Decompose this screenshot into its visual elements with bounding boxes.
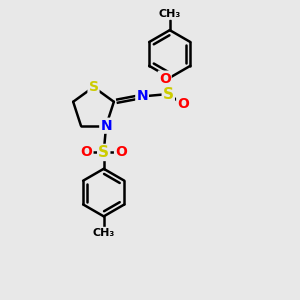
Text: O: O xyxy=(159,72,171,86)
Text: O: O xyxy=(177,98,189,112)
Text: N: N xyxy=(100,119,112,133)
Text: S: S xyxy=(88,80,98,94)
Text: CH₃: CH₃ xyxy=(159,9,181,19)
Text: S: S xyxy=(163,86,174,101)
Text: O: O xyxy=(115,146,127,160)
Text: S: S xyxy=(98,145,109,160)
Text: CH₃: CH₃ xyxy=(93,228,115,238)
Text: O: O xyxy=(81,146,92,160)
Text: N: N xyxy=(136,89,148,103)
